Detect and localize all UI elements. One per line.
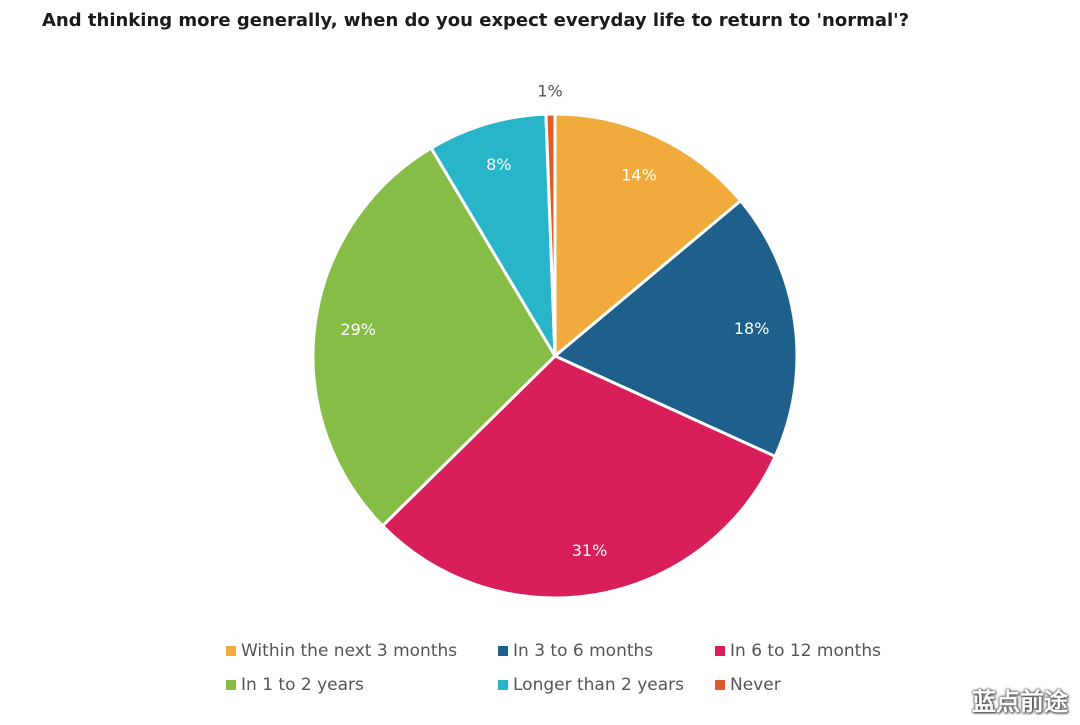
legend-item: Longer than 2 years: [498, 674, 715, 696]
legend-label: Never: [730, 675, 781, 695]
legend-item: In 6 to 12 months: [715, 640, 915, 662]
slice-value-label: 29%: [340, 320, 376, 339]
pie-slice: [544, 112, 557, 358]
slice-value-label: 31%: [572, 541, 608, 560]
legend-swatch: [715, 680, 725, 690]
chart-title: And thinking more generally, when do you…: [42, 10, 910, 31]
legend-label: In 3 to 6 months: [513, 641, 654, 661]
legend-label: Within the next 3 months: [241, 641, 458, 661]
legend-item: In 1 to 2 years: [226, 674, 498, 696]
legend-swatch: [715, 646, 725, 656]
legend-label: In 6 to 12 months: [730, 641, 881, 661]
legend-swatch: [498, 680, 508, 690]
pie-slice: [381, 354, 777, 600]
watermark: 蓝点前途: [932, 682, 1068, 717]
watermark-text: 蓝点前途: [972, 688, 1068, 716]
pie-slice: [429, 112, 557, 358]
legend-item: Within the next 3 months: [226, 640, 498, 662]
chart-legend: Within the next 3 months In 3 to 6 months…: [226, 640, 915, 696]
pie-slice: [553, 199, 799, 458]
legend-label: In 1 to 2 years: [241, 675, 364, 695]
legend-item: Never: [715, 674, 915, 696]
legend-label: Longer than 2 years: [513, 675, 685, 695]
legend-item: In 3 to 6 months: [498, 640, 715, 662]
weibo-icon: [932, 688, 964, 713]
slice-value-label: 1%: [537, 82, 562, 101]
legend-swatch: [226, 646, 236, 656]
slice-value-label: 14%: [621, 166, 657, 185]
legend-swatch: [226, 680, 236, 690]
slice-value-label: 8%: [486, 155, 511, 174]
legend-swatch: [498, 646, 508, 656]
slice-value-label: 18%: [734, 319, 770, 338]
pie-slice: [311, 146, 557, 528]
pie-slice: [553, 112, 743, 358]
